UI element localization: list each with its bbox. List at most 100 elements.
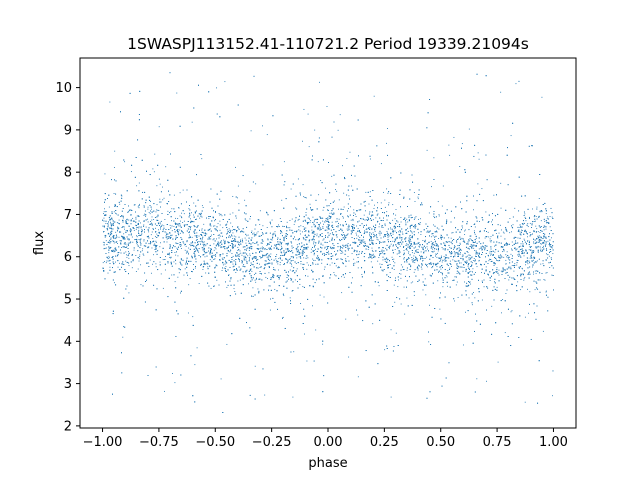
- data-point: [395, 209, 397, 210]
- data-point: [254, 257, 256, 259]
- data-point: [301, 231, 303, 233]
- data-point: [205, 233, 207, 235]
- data-point: [183, 213, 185, 215]
- data-point: [237, 280, 239, 282]
- data-point: [521, 230, 523, 232]
- data-point: [174, 281, 176, 283]
- data-point: [490, 261, 492, 262]
- data-point: [179, 192, 181, 194]
- data-point: [190, 218, 191, 220]
- data-point: [164, 219, 166, 220]
- data-point: [102, 262, 104, 264]
- data-point: [475, 251, 477, 253]
- data-point: [127, 242, 129, 244]
- data-point: [539, 231, 541, 233]
- data-point: [390, 396, 392, 398]
- data-point: [462, 254, 464, 256]
- data-point: [177, 231, 179, 233]
- data-point: [185, 245, 187, 247]
- data-point: [159, 223, 161, 225]
- data-point: [165, 237, 167, 239]
- data-point: [527, 226, 529, 228]
- data-point: [117, 266, 119, 268]
- data-point: [305, 197, 307, 199]
- data-point: [182, 189, 184, 191]
- data-point: [336, 220, 338, 222]
- data-point: [260, 247, 262, 249]
- data-point: [226, 247, 228, 248]
- data-point: [467, 265, 469, 267]
- data-point: [150, 201, 151, 202]
- data-point: [342, 224, 344, 226]
- data-point: [496, 286, 498, 288]
- data-point: [107, 229, 109, 231]
- data-point: [241, 238, 243, 240]
- data-point: [474, 245, 476, 247]
- data-point: [109, 239, 110, 241]
- data-point: [540, 263, 542, 265]
- data-point: [130, 230, 132, 232]
- data-point: [104, 214, 106, 216]
- data-point: [113, 235, 115, 237]
- data-point: [104, 208, 105, 210]
- data-point: [521, 273, 523, 275]
- data-point: [328, 250, 329, 252]
- data-point: [327, 227, 329, 229]
- data-point: [266, 227, 268, 228]
- data-point: [334, 200, 335, 202]
- data-point: [173, 261, 175, 263]
- data-point: [138, 239, 140, 240]
- data-point: [115, 212, 116, 214]
- data-point: [544, 244, 546, 246]
- data-point: [536, 260, 538, 262]
- data-point: [498, 232, 500, 234]
- data-point: [266, 256, 268, 258]
- data-point: [459, 242, 461, 244]
- data-point: [115, 231, 117, 233]
- data-point: [389, 233, 391, 235]
- data-point: [126, 245, 128, 247]
- data-point: [489, 258, 490, 260]
- data-point: [536, 270, 538, 272]
- data-point: [295, 239, 297, 241]
- data-point: [317, 161, 319, 163]
- data-point: [551, 216, 553, 218]
- data-point: [500, 182, 502, 184]
- data-point: [502, 246, 504, 248]
- data-point: [498, 260, 500, 261]
- data-point: [201, 228, 203, 230]
- data-point: [237, 185, 239, 187]
- data-point: [492, 273, 494, 275]
- data-point: [381, 249, 383, 251]
- data-point: [473, 247, 475, 249]
- data-point: [456, 240, 457, 242]
- data-point: [155, 266, 157, 268]
- data-point: [505, 259, 507, 261]
- data-point: [245, 259, 247, 261]
- data-point: [422, 240, 424, 241]
- data-point: [423, 284, 425, 286]
- data-point: [300, 246, 302, 248]
- data-point: [533, 231, 535, 233]
- data-point: [153, 254, 155, 256]
- data-point: [326, 252, 328, 253]
- data-point: [408, 239, 410, 241]
- data-point: [198, 251, 200, 253]
- data-point: [323, 255, 325, 257]
- data-point: [351, 277, 353, 279]
- data-point: [331, 225, 333, 227]
- data-point: [215, 212, 216, 213]
- data-point: [435, 243, 437, 245]
- data-point: [303, 251, 305, 253]
- data-point: [185, 262, 187, 264]
- data-point: [301, 245, 302, 247]
- data-point: [536, 231, 537, 233]
- data-point: [149, 259, 151, 261]
- data-point: [160, 242, 162, 244]
- data-point: [259, 210, 261, 212]
- data-point: [544, 279, 546, 281]
- data-point: [369, 253, 371, 255]
- data-point: [219, 220, 221, 222]
- data-point: [116, 213, 117, 215]
- data-point: [525, 220, 527, 222]
